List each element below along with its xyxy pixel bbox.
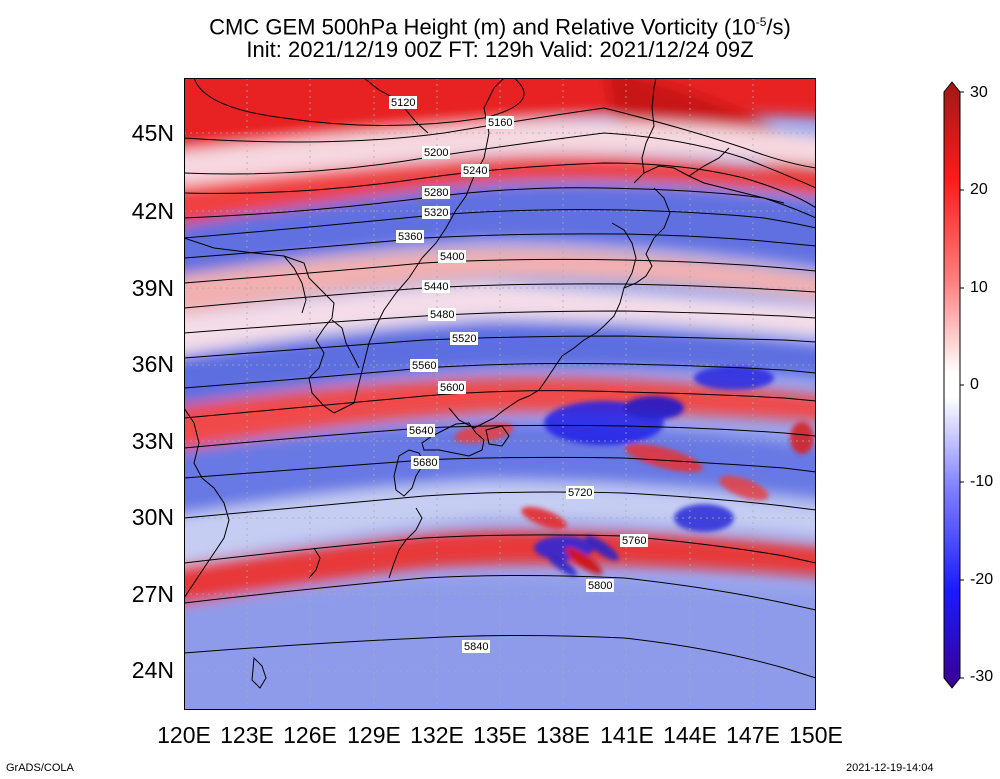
contour-label: 5440 xyxy=(422,280,450,293)
map-panel: 5120 5160 5200 5240 5280 5320 5360 5400 … xyxy=(184,78,816,710)
contour-label: 5760 xyxy=(620,534,648,547)
height-contours xyxy=(184,78,816,679)
svg-text:5160: 5160 xyxy=(488,117,512,129)
colorbar-tick: 20 xyxy=(970,181,988,198)
contour-label: 5320 xyxy=(422,206,450,219)
lon-label: 126E xyxy=(283,722,337,748)
svg-text:5400: 5400 xyxy=(440,251,464,263)
contour-label: 5480 xyxy=(428,308,456,321)
lat-label: 33N xyxy=(131,428,174,454)
svg-text:5840: 5840 xyxy=(464,641,488,653)
svg-text:5600: 5600 xyxy=(440,382,464,394)
svg-text:5800: 5800 xyxy=(588,580,612,592)
contour-label: 5800 xyxy=(586,579,614,592)
lon-label: 129E xyxy=(347,722,401,748)
contour-label: 5360 xyxy=(396,230,424,243)
lat-label: 39N xyxy=(131,275,174,301)
lat-label: 27N xyxy=(131,581,174,607)
lon-label: 150E xyxy=(789,722,843,748)
lat-label: 36N xyxy=(131,351,174,377)
lat-label: 42N xyxy=(131,198,174,224)
contour-label: 5720 xyxy=(566,486,594,499)
colorbar-tick: 30 xyxy=(970,84,988,101)
map-frame xyxy=(184,78,816,710)
chart-title: CMC GEM 500hPa Height (m) and Relative V… xyxy=(0,10,1000,39)
contour-label: 5240 xyxy=(461,164,489,177)
lon-label: 132E xyxy=(410,722,464,748)
contour-label: 5200 xyxy=(422,146,450,159)
coastlines xyxy=(184,78,785,689)
footer-timestamp: 2021-12-19-14:04 xyxy=(846,762,934,774)
svg-text:5560: 5560 xyxy=(412,360,436,372)
lon-label: 120E xyxy=(157,722,211,748)
colorbar-tick: -20 xyxy=(970,571,994,588)
lon-label: 147E xyxy=(726,722,780,748)
colorbar xyxy=(943,81,964,689)
lon-label: 141E xyxy=(600,722,654,748)
footer-credit: GrADS/COLA xyxy=(6,762,74,774)
chart-title-text: CMC GEM 500hPa Height (m) and Relative V… xyxy=(209,14,756,40)
contour-label: 5400 xyxy=(438,250,466,263)
chart-title-unit: /s) xyxy=(766,14,791,40)
contour-label: 5680 xyxy=(411,456,439,469)
lat-label: 30N xyxy=(131,504,174,530)
colorbar-tick: 10 xyxy=(970,279,988,296)
contour-label: 5160 xyxy=(486,116,514,129)
lon-label: 135E xyxy=(473,722,527,748)
svg-text:5520: 5520 xyxy=(452,333,476,345)
svg-text:5760: 5760 xyxy=(622,535,646,547)
svg-text:5480: 5480 xyxy=(430,309,454,321)
contour-label: 5840 xyxy=(462,640,490,653)
lat-label: 24N xyxy=(131,657,174,683)
chart-title-exponent: -5 xyxy=(755,15,767,29)
svg-text:5640: 5640 xyxy=(409,425,433,437)
svg-text:5200: 5200 xyxy=(424,147,448,159)
contour-label: 5600 xyxy=(438,381,466,394)
colorbar-tick: -10 xyxy=(970,473,994,490)
svg-text:5680: 5680 xyxy=(413,457,437,469)
lon-label: 144E xyxy=(663,722,717,748)
svg-text:5320: 5320 xyxy=(424,207,448,219)
svg-text:5440: 5440 xyxy=(424,281,448,293)
svg-text:5120: 5120 xyxy=(391,97,415,109)
contour-label: 5640 xyxy=(407,424,435,437)
contour-label: 5560 xyxy=(410,359,438,372)
colorbar-tick: -30 xyxy=(970,668,994,685)
svg-text:5720: 5720 xyxy=(568,487,592,499)
contour-label: 5520 xyxy=(450,332,478,345)
svg-text:5240: 5240 xyxy=(463,165,487,177)
lat-label: 45N xyxy=(131,120,174,146)
contour-label: 5280 xyxy=(422,186,450,199)
lon-label: 123E xyxy=(220,722,274,748)
contour-label: 5120 xyxy=(389,96,417,109)
svg-text:5360: 5360 xyxy=(398,231,422,243)
colorbar-tick: 0 xyxy=(970,376,979,393)
chart-subtitle: Init: 2021/12/19 00Z FT: 129h Valid: 202… xyxy=(246,37,754,62)
lon-label: 138E xyxy=(536,722,590,748)
svg-text:5280: 5280 xyxy=(424,187,448,199)
contour-labels: 5120 5160 5200 5240 5280 5320 5360 5400 … xyxy=(389,96,648,653)
